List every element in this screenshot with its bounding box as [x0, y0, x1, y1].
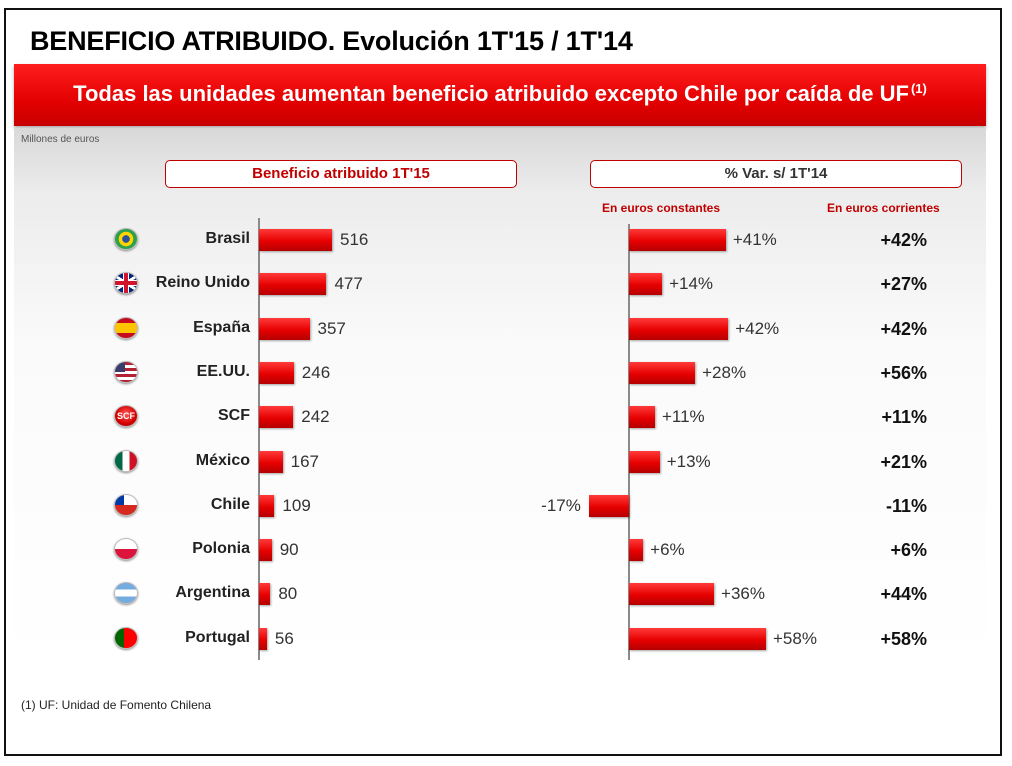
category-label-espa-a: España — [193, 318, 250, 336]
slide-title: BENEFICIO ATRIBUIDO. Evolución 1T'15 / 1… — [30, 26, 633, 56]
constant-value-label-espa-a: +42% — [735, 318, 780, 338]
category-label-chile: Chile — [210, 495, 250, 513]
constant-value-label-polonia: +6% — [650, 540, 685, 560]
left-value-label-brasil: 516 — [340, 230, 369, 249]
portugal-flag-icon — [114, 626, 138, 649]
right-axis-line — [628, 224, 630, 660]
constant-bar-chile — [588, 494, 629, 517]
constant-bar-portugal — [629, 627, 766, 650]
chile-flag-icon — [114, 493, 138, 516]
left-bar-reino-unido — [259, 273, 327, 296]
constant-bar-brasil — [629, 229, 726, 251]
constant-value-label-brasil: +41% — [732, 230, 777, 249]
banner-text: Todas las unidades aumentan beneficio at… — [73, 81, 927, 106]
current-value-label-reino-unido: +27% — [880, 274, 927, 295]
category-label-ee-uu-: EE.UU. — [196, 362, 250, 380]
constant-value-label-argentina: +36% — [721, 584, 765, 604]
left-chart-title: Beneficio atribuido 1T'15 — [165, 160, 517, 188]
chart-panel — [14, 128, 986, 662]
left-bar-brasil — [259, 229, 332, 251]
left-bar-portugal — [259, 627, 267, 650]
category-label-m-xico: México — [195, 451, 250, 469]
left-bar-chile — [259, 494, 275, 517]
left-value-label-polonia: 90 — [279, 540, 299, 560]
scf-logo-text: SCF — [117, 411, 135, 422]
category-label-scf: SCF — [218, 407, 250, 425]
current-value-label-chile: -11% — [885, 495, 927, 516]
constant-bar-m-xico — [629, 450, 660, 473]
current-value-label-m-xico: +21% — [880, 451, 927, 472]
uk-flag-icon — [114, 272, 138, 295]
right-chart-title: % Var. s/ 1T'14 — [590, 160, 962, 188]
category-label-brasil: Brasil — [205, 230, 250, 247]
left-bar-m-xico — [259, 450, 283, 473]
left-bar-argentina — [259, 583, 271, 606]
constant-value-label-ee-uu-: +28% — [702, 362, 747, 382]
constant-bar-argentina — [629, 583, 715, 606]
poland-flag-icon — [114, 538, 138, 561]
category-label-reino-unido: Reino Unido — [155, 274, 250, 292]
argentina-flag-icon — [114, 582, 138, 605]
footnote: (1) UF: Unidad de Fomento Chilena — [21, 698, 212, 712]
left-value-label-reino-unido: 477 — [334, 274, 363, 294]
left-value-label-ee-uu-: 246 — [301, 362, 331, 382]
constant-bar-reino-unido — [629, 273, 663, 296]
usa-flag-icon — [114, 360, 138, 383]
banner-footnote-ref: (1) — [910, 81, 927, 96]
series-label-current: En euros corrientes — [827, 201, 940, 215]
constant-bar-espa-a — [629, 317, 729, 340]
left-bar-scf — [259, 406, 294, 429]
left-bar-polonia — [259, 539, 272, 562]
current-value-label-polonia: +6% — [890, 540, 927, 561]
constant-bar-ee-uu- — [629, 361, 696, 384]
category-label-polonia: Polonia — [192, 540, 250, 558]
constant-value-label-reino-unido: +14% — [669, 274, 714, 294]
left-bar-espa-a — [259, 317, 310, 340]
constant-value-label-portugal: +58% — [773, 628, 817, 648]
left-value-label-espa-a: 357 — [317, 318, 346, 338]
series-label-constant: En euros constantes — [602, 201, 721, 215]
constant-bar-scf — [629, 406, 655, 429]
left-value-label-scf: 242 — [301, 407, 330, 427]
left-value-label-chile: 109 — [282, 495, 311, 515]
constant-value-label-scf: +11% — [661, 407, 705, 427]
current-value-label-espa-a: +42% — [880, 318, 927, 339]
spain-flag-icon — [114, 316, 138, 339]
scf-logo-icon: SCF — [114, 405, 138, 428]
current-value-label-ee-uu-: +56% — [880, 362, 927, 383]
mexico-flag-icon — [114, 449, 138, 472]
constant-bar-polonia — [629, 539, 644, 562]
current-value-label-brasil: +42% — [880, 230, 927, 250]
units-label: Millones de euros — [21, 134, 100, 145]
left-value-label-portugal: 56 — [274, 628, 294, 648]
current-value-label-portugal: +58% — [880, 628, 927, 649]
constant-value-label-m-xico: +13% — [666, 451, 711, 471]
left-value-label-m-xico: 167 — [290, 451, 319, 471]
left-value-label-argentina: 80 — [278, 584, 298, 604]
category-label-argentina: Argentina — [175, 584, 250, 602]
current-value-label-argentina: +44% — [880, 584, 927, 605]
left-axis-line — [258, 218, 260, 660]
left-bar-ee-uu- — [259, 361, 294, 384]
headline-banner: Todas las unidades aumentan beneficio at… — [14, 64, 986, 126]
constant-value-label-chile: -17% — [541, 495, 581, 515]
current-value-label-scf: +11% — [881, 407, 927, 428]
category-label-portugal: Portugal — [185, 628, 250, 646]
brazil-flag-icon — [114, 228, 138, 250]
